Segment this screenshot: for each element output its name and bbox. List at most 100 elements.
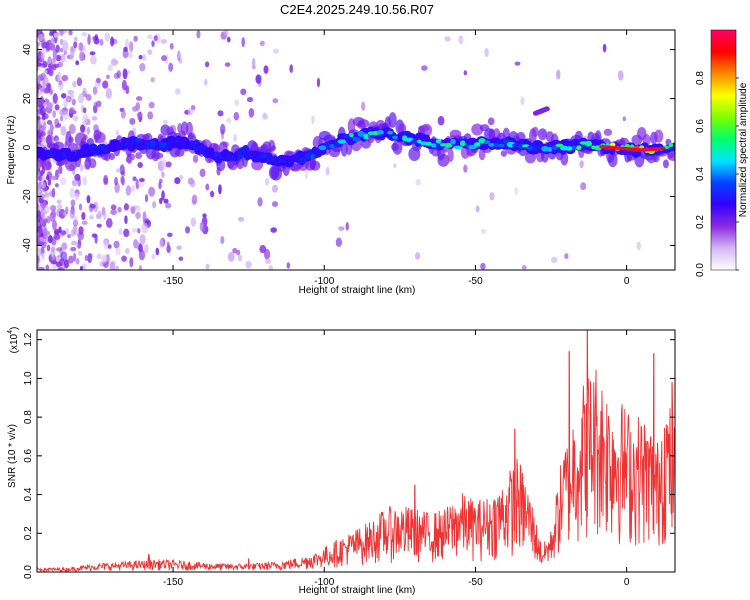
noise-cell bbox=[160, 39, 168, 45]
noise-cell bbox=[137, 227, 141, 234]
noise-cell bbox=[39, 87, 44, 96]
snr-series-line bbox=[37, 330, 675, 572]
noise-cell bbox=[81, 220, 88, 225]
noise-cell bbox=[270, 227, 278, 233]
noise-cell bbox=[46, 244, 51, 252]
noise-cell bbox=[56, 199, 62, 204]
ridge-peak-cell bbox=[410, 139, 418, 144]
noise-cell bbox=[70, 199, 76, 207]
noise-cell bbox=[59, 47, 64, 53]
noise-cell bbox=[59, 108, 65, 116]
ridge-peak-cell bbox=[310, 153, 316, 160]
noise-cell bbox=[82, 120, 86, 126]
spectrogram-marks bbox=[37, 30, 675, 270]
noise-cell bbox=[79, 164, 84, 172]
ridge-peak-cell bbox=[275, 158, 283, 164]
noise-cell bbox=[94, 233, 98, 244]
noise-cell bbox=[37, 187, 43, 196]
noise-cell bbox=[148, 186, 155, 197]
noise-cell bbox=[159, 197, 163, 205]
noise-cell bbox=[177, 50, 181, 62]
noise-cell bbox=[110, 57, 117, 67]
ridge-core-cell bbox=[424, 134, 431, 143]
ridge-halo-cell bbox=[603, 128, 613, 136]
noise-cell bbox=[114, 176, 118, 186]
snr-x-axis-label: Height of straight line (km) bbox=[299, 585, 416, 596]
noise-cell bbox=[393, 163, 397, 169]
noise-cell bbox=[241, 37, 245, 48]
noise-cell bbox=[196, 30, 201, 39]
noise-cell bbox=[521, 265, 527, 270]
noise-cell bbox=[82, 176, 87, 186]
noise-cell bbox=[58, 210, 63, 215]
noise-cell bbox=[37, 210, 41, 218]
noise-cell bbox=[38, 175, 42, 182]
noise-cell bbox=[190, 217, 197, 227]
ridge-halo-cell bbox=[437, 153, 450, 167]
colorbar-ticks: 0.0 0.2 0.4 0.6 0.8 bbox=[695, 71, 739, 277]
noise-cell bbox=[69, 187, 76, 199]
noise-cell bbox=[101, 254, 108, 264]
noise-cell bbox=[67, 89, 75, 95]
noise-cell bbox=[226, 36, 231, 43]
noise-cell bbox=[92, 86, 98, 95]
ridge-peak-cell bbox=[609, 142, 616, 147]
noise-cell bbox=[136, 205, 141, 213]
ridge-peak-cell bbox=[498, 143, 505, 148]
snr-multiplier-base: (x10 bbox=[9, 333, 20, 353]
noise-cell bbox=[75, 60, 80, 66]
snr-marks bbox=[37, 330, 675, 572]
ridge-halo-cell bbox=[65, 158, 77, 172]
ridge-peak-cell bbox=[430, 143, 437, 148]
noise-cell bbox=[73, 36, 78, 42]
noise-cell bbox=[458, 35, 464, 45]
snr-y-axis-label: SNR (10 * v/v) bbox=[7, 424, 18, 488]
noise-cell bbox=[165, 161, 172, 168]
noise-cell bbox=[59, 115, 64, 122]
noise-cell bbox=[152, 201, 157, 209]
noise-cell bbox=[271, 201, 279, 208]
noise-cell bbox=[95, 100, 102, 108]
noise-cell bbox=[81, 31, 88, 37]
noise-cell bbox=[65, 95, 72, 103]
noise-cell bbox=[65, 227, 69, 235]
noise-cell bbox=[218, 184, 222, 195]
noise-cell bbox=[127, 52, 134, 59]
noise-cell bbox=[72, 224, 78, 236]
ridge-peak-cell bbox=[174, 138, 181, 143]
noise-cell bbox=[37, 246, 42, 258]
noise-cell bbox=[96, 210, 103, 219]
ridge-peak-cell bbox=[488, 143, 496, 147]
noise-cell bbox=[68, 255, 74, 264]
ridge-peak-cell bbox=[532, 145, 539, 152]
noise-cell bbox=[107, 64, 113, 72]
noise-cell bbox=[179, 174, 184, 180]
ridge-halo-cell bbox=[447, 148, 454, 163]
noise-cell bbox=[125, 38, 130, 49]
noise-cell bbox=[78, 203, 83, 211]
noise-cell bbox=[53, 119, 58, 126]
noise-cell bbox=[61, 39, 68, 51]
noise-cell bbox=[53, 233, 61, 240]
noise-cell bbox=[41, 234, 49, 240]
noise-cell bbox=[57, 267, 65, 270]
ridge-halo-cell bbox=[309, 160, 321, 171]
noise-cell bbox=[37, 195, 40, 206]
noise-cell bbox=[83, 107, 87, 114]
noise-cell bbox=[151, 253, 156, 260]
noise-cell bbox=[46, 119, 53, 125]
noise-cell bbox=[37, 42, 40, 51]
noise-cell bbox=[138, 249, 146, 261]
ridge-peak-cell bbox=[474, 142, 481, 147]
noise-cell bbox=[263, 65, 269, 74]
noise-cell bbox=[47, 102, 54, 108]
noise-cell bbox=[204, 61, 210, 68]
ridge-peak-cell bbox=[444, 142, 453, 148]
noise-cell bbox=[78, 226, 84, 235]
noise-cell bbox=[257, 197, 263, 207]
noise-cell bbox=[550, 256, 558, 263]
noise-cell bbox=[121, 255, 127, 262]
noise-cell bbox=[240, 88, 247, 96]
noise-cell bbox=[289, 64, 293, 73]
